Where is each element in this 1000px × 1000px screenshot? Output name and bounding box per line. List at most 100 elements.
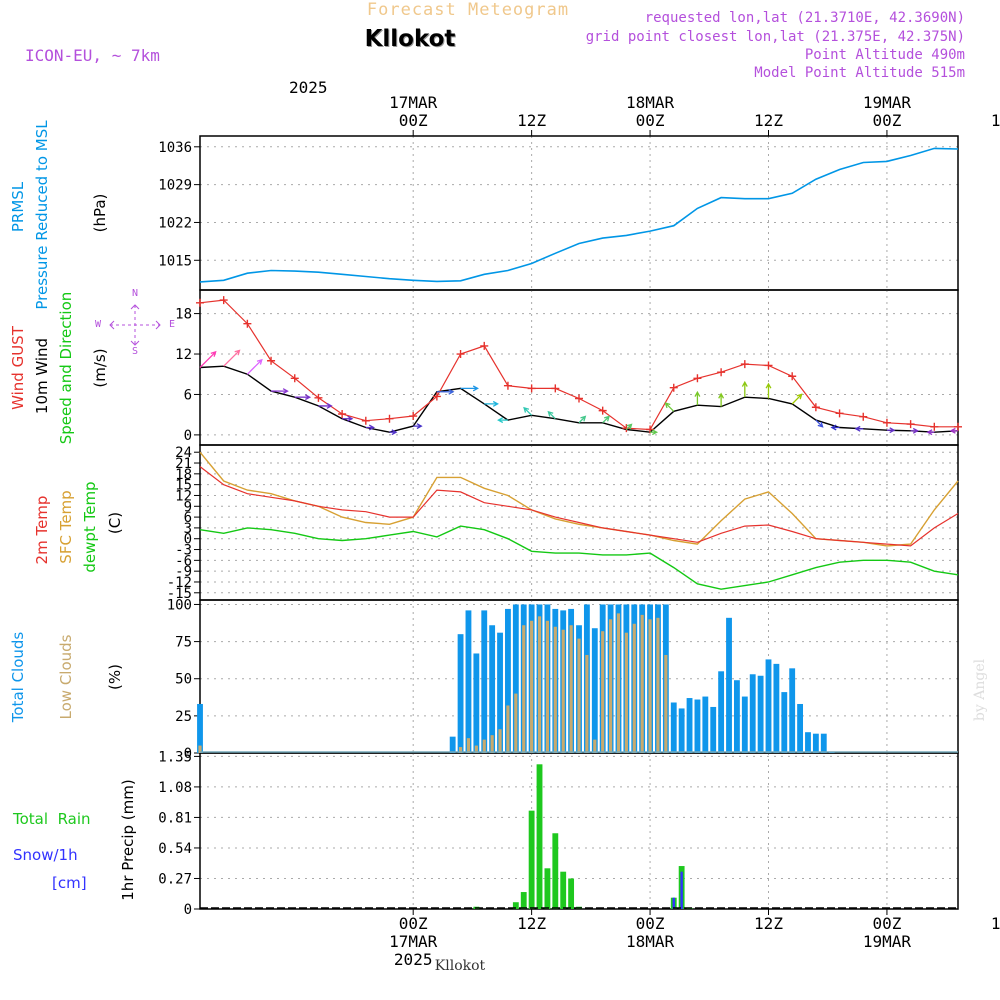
ytick-label: 18: [175, 467, 192, 483]
model-label: ICON-EU, ~ 7km: [25, 46, 160, 65]
ytick-label: 21: [175, 456, 192, 472]
low-cloud-bar: [466, 738, 471, 753]
wind-direction-arrow: [650, 429, 659, 436]
low-cloud-bar: [561, 629, 565, 753]
wind-direction-arrow: [815, 419, 824, 428]
low-cloud-bar: [624, 632, 628, 753]
ytick-label: 1.35: [158, 749, 192, 765]
low-cloud-bar: [482, 739, 486, 753]
time-label-top: 18MAR: [626, 93, 675, 112]
low-cloud-bar: [498, 729, 502, 753]
gust-marker: [527, 384, 536, 393]
panel-frame: [199, 135, 959, 291]
total-cloud-bar: [733, 680, 740, 753]
rain-bar: [512, 902, 519, 909]
wind-direction-arrow: [294, 394, 312, 401]
gust-marker: [219, 296, 228, 305]
wind-direction-arrow: [830, 424, 840, 431]
gust-marker: [409, 412, 418, 421]
wind-direction-arrow: [926, 429, 935, 436]
compass-e: E: [168, 319, 176, 330]
ytick-label: 12: [175, 347, 192, 363]
compass-n: N: [131, 288, 139, 299]
total-cloud-bar: [726, 617, 732, 753]
total-cloud-bar: [710, 706, 717, 753]
total-cloud-bar: [481, 610, 488, 753]
panel-wind: 0 6 12 18: [175, 289, 959, 446]
low-cloud-bar: [514, 693, 518, 753]
wind-direction-arrow: [625, 423, 633, 430]
wind-direction-arrow: [664, 402, 675, 412]
gust-marker: [503, 381, 512, 390]
wind-direction-arrow: [523, 406, 533, 416]
time-label-top: 12Z: [991, 111, 1000, 130]
wind-direction-arrow: [460, 385, 479, 392]
low-cloud-bar: [530, 620, 534, 753]
total-cloud-bar: [781, 692, 788, 753]
panel-frame: [199, 752, 959, 910]
time-label-top: 19MAR: [863, 93, 912, 112]
ytick-label: 1036: [158, 140, 192, 156]
ytick-label: 12: [175, 488, 192, 504]
ytick-label: 100: [167, 597, 192, 613]
total-cloud-bar: [465, 610, 472, 753]
total-cloud-bar: [457, 634, 464, 753]
total-cloud-bar: [489, 625, 496, 753]
total-cloud-bar: [678, 708, 685, 753]
wind-direction-arrow: [484, 400, 499, 407]
gust-marker: [196, 298, 204, 307]
total-cloud-bar: [694, 699, 701, 753]
ytick-label: 50: [175, 672, 192, 688]
time-label-bottom: 12Z: [754, 914, 783, 933]
grid-lonlat: grid point closest lon,lat (21.375E, 42.…: [585, 29, 965, 45]
ytick-label: 1015: [158, 253, 192, 269]
total-cloud-bar: [505, 608, 511, 753]
ytick-label: -3: [175, 543, 192, 559]
wind-direction-arrow: [949, 427, 959, 434]
time-label-bottom: 00Z: [399, 914, 428, 933]
wind-direction-arrow: [413, 423, 423, 430]
ytick-label: 15: [175, 478, 192, 494]
low-cloud-bar: [458, 747, 463, 753]
rain-bar: [560, 871, 567, 909]
gust-marker: [669, 383, 678, 392]
wind-direction-arrow: [547, 410, 556, 420]
gust-marker: [243, 319, 252, 328]
time-label-bottom: 19MAR: [863, 932, 912, 951]
low-cloud-bar: [474, 745, 478, 753]
ytick-label: 1022: [158, 215, 192, 231]
total-cloud-bar: [473, 653, 480, 753]
ytick-label: 0: [184, 532, 192, 548]
gust-marker: [906, 420, 915, 429]
ytick-label: 25: [175, 709, 192, 725]
wind-direction-arrow: [199, 350, 217, 368]
gust-marker: [835, 409, 844, 418]
wind-direction-arrow: [223, 349, 241, 367]
sfc-temp-line: [199, 451, 959, 547]
pressure-line: [199, 147, 959, 283]
total-cloud-bar: [670, 702, 677, 753]
rain-bar: [544, 868, 551, 909]
ytick-label: -15: [167, 586, 192, 602]
point-altitude: Point Altitude 490m: [804, 47, 965, 63]
low-cloud-bar: [198, 745, 202, 753]
gust-marker: [622, 424, 631, 433]
gust-marker: [788, 372, 797, 381]
wind-direction-arrow: [910, 427, 919, 434]
gust-marker: [693, 374, 702, 383]
rain-bar: [568, 878, 575, 909]
low-cloud-bar: [616, 613, 621, 753]
low-cloud-bar: [569, 625, 573, 753]
dewpt-line: [199, 525, 959, 590]
time-label-top: 17MAR: [389, 93, 438, 112]
time-label-bottom: 2025: [394, 950, 433, 969]
gust-marker: [480, 341, 489, 350]
total-cloud-bar: [512, 604, 519, 753]
low-cloud-bar: [609, 619, 613, 753]
low-cloud-bar: [640, 614, 644, 753]
low-cloud-bar: [506, 705, 510, 753]
gust-marker: [267, 356, 276, 365]
wind-direction-arrow: [436, 388, 455, 395]
